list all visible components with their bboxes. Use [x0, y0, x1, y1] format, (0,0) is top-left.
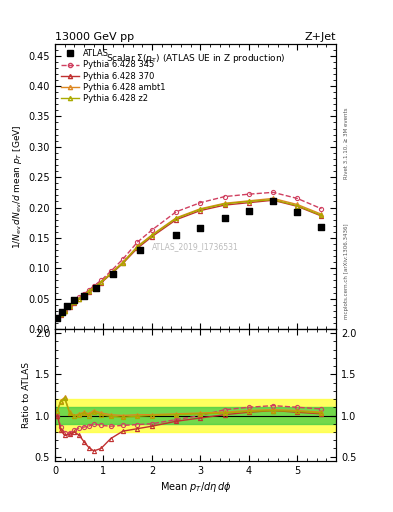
- Text: ATLAS_2019_I1736531: ATLAS_2019_I1736531: [152, 242, 239, 251]
- Point: [54, 314, 61, 322]
- Text: Z+Jet: Z+Jet: [305, 32, 336, 42]
- X-axis label: Mean $p_T/d\eta\, d\phi$: Mean $p_T/d\eta\, d\phi$: [160, 480, 231, 494]
- Y-axis label: $1/N_\mathrm{ev}\, dN_\mathrm{ev}/d$ mean $p_T$ [GeV]: $1/N_\mathrm{ev}\, dN_\mathrm{ev}/d$ mea…: [11, 124, 24, 249]
- Point: [110, 270, 116, 279]
- Point: [221, 215, 228, 223]
- Point: [318, 223, 325, 231]
- Point: [197, 223, 204, 231]
- Text: Rivet 3.1.10, ≥ 3M events: Rivet 3.1.10, ≥ 3M events: [344, 108, 349, 179]
- Point: [246, 206, 252, 215]
- Point: [93, 284, 99, 292]
- Point: [137, 246, 143, 254]
- Text: 13000 GeV pp: 13000 GeV pp: [55, 32, 134, 42]
- Legend: ATLAS, Pythia 6.428 345, Pythia 6.428 370, Pythia 6.428 ambt1, Pythia 6.428 z2: ATLAS, Pythia 6.428 345, Pythia 6.428 37…: [59, 48, 167, 104]
- Point: [71, 296, 77, 304]
- Point: [270, 197, 276, 205]
- Text: Scalar $\Sigma(p_\mathrm{T})$ (ATLAS UE in Z production): Scalar $\Sigma(p_\mathrm{T})$ (ATLAS UE …: [106, 52, 285, 65]
- Text: mcplots.cern.ch [arXiv:1306.3436]: mcplots.cern.ch [arXiv:1306.3436]: [344, 224, 349, 319]
- Point: [64, 302, 70, 310]
- Point: [81, 291, 87, 300]
- Point: [294, 208, 300, 217]
- Point: [173, 231, 179, 239]
- Point: [59, 308, 65, 316]
- Y-axis label: Ratio to ATLAS: Ratio to ATLAS: [22, 362, 31, 428]
